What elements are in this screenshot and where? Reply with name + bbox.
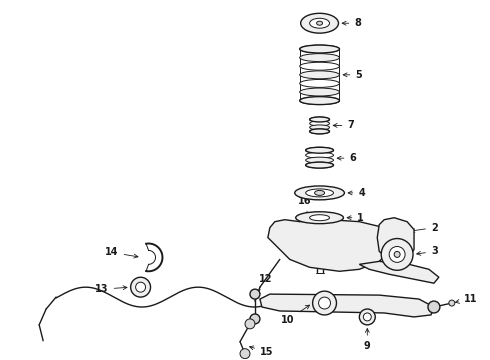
Text: 15: 15	[249, 346, 273, 357]
Text: 16: 16	[298, 196, 312, 220]
Circle shape	[313, 291, 337, 315]
Text: 11: 11	[455, 294, 477, 304]
Ellipse shape	[300, 45, 340, 53]
Ellipse shape	[300, 71, 340, 79]
Ellipse shape	[306, 157, 334, 163]
Text: 6: 6	[337, 153, 356, 163]
Text: 13: 13	[95, 284, 127, 294]
Ellipse shape	[306, 152, 334, 158]
Ellipse shape	[294, 186, 344, 200]
Text: 2: 2	[411, 222, 438, 233]
Ellipse shape	[310, 121, 329, 126]
Text: 7: 7	[333, 121, 354, 130]
Ellipse shape	[306, 162, 334, 168]
Circle shape	[359, 309, 375, 325]
Ellipse shape	[306, 162, 334, 168]
Ellipse shape	[310, 117, 329, 122]
Text: 12: 12	[257, 274, 272, 296]
Circle shape	[381, 239, 413, 270]
Circle shape	[363, 313, 371, 321]
Ellipse shape	[300, 96, 340, 105]
Circle shape	[250, 314, 260, 324]
Text: 8: 8	[342, 18, 361, 28]
Ellipse shape	[310, 125, 329, 130]
Circle shape	[136, 282, 146, 292]
Text: 1: 1	[347, 213, 364, 223]
Circle shape	[428, 301, 440, 313]
Ellipse shape	[310, 129, 329, 134]
Circle shape	[250, 289, 260, 299]
Ellipse shape	[317, 21, 322, 25]
Polygon shape	[268, 220, 394, 271]
Circle shape	[394, 251, 400, 257]
Circle shape	[245, 319, 255, 329]
Ellipse shape	[300, 80, 340, 87]
Circle shape	[131, 277, 150, 297]
Polygon shape	[359, 261, 439, 283]
Ellipse shape	[295, 212, 343, 224]
Ellipse shape	[306, 147, 334, 153]
Ellipse shape	[310, 215, 329, 221]
Text: 5: 5	[343, 70, 362, 80]
Circle shape	[389, 247, 405, 262]
Text: 9: 9	[364, 329, 370, 351]
Polygon shape	[377, 218, 414, 264]
Text: 4: 4	[348, 188, 365, 198]
Ellipse shape	[300, 96, 340, 105]
Ellipse shape	[306, 189, 334, 197]
Ellipse shape	[310, 117, 329, 122]
Ellipse shape	[315, 190, 324, 195]
Ellipse shape	[300, 54, 340, 62]
Circle shape	[449, 300, 455, 306]
Ellipse shape	[300, 88, 340, 96]
Ellipse shape	[300, 62, 340, 70]
Text: 3: 3	[416, 247, 438, 256]
Circle shape	[318, 297, 331, 309]
Ellipse shape	[301, 13, 339, 33]
Text: 14: 14	[105, 247, 138, 258]
Circle shape	[240, 349, 250, 359]
Text: 10: 10	[281, 305, 310, 325]
Ellipse shape	[310, 18, 329, 28]
Polygon shape	[260, 294, 434, 317]
Ellipse shape	[300, 45, 340, 53]
Ellipse shape	[310, 129, 329, 134]
Ellipse shape	[306, 147, 334, 153]
